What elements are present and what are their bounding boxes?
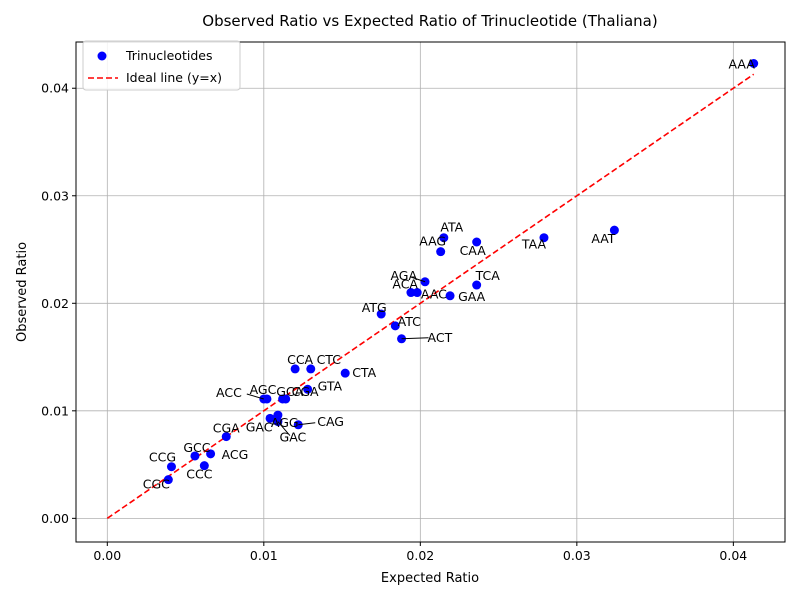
points-group [163, 59, 759, 485]
point-label: GCA [276, 384, 303, 399]
data-point [376, 309, 386, 319]
point-label: AGG [271, 415, 299, 430]
data-point [539, 233, 549, 243]
y-tick-label: 0.01 [41, 403, 69, 418]
point-label: AAT [591, 231, 615, 246]
y-axis-label: Observed Ratio [15, 242, 30, 342]
point-label: ACT [428, 330, 453, 345]
point-label: GTA [318, 378, 343, 393]
label-leader-line [298, 422, 316, 426]
point-label: ATG [362, 300, 387, 315]
point-label: ATC [398, 314, 421, 329]
data-point [262, 394, 272, 404]
point-label: ACG [222, 447, 249, 462]
label-leader-line [409, 276, 426, 283]
data-point [306, 364, 316, 374]
legend-label-points: Trinucleotides [125, 48, 212, 63]
point-label: AGC [250, 382, 277, 397]
legend: Trinucleotides Ideal line (y=x) [82, 40, 241, 91]
data-point [412, 288, 422, 298]
data-point [190, 451, 200, 461]
point-label: ATA [440, 220, 463, 235]
data-point [163, 475, 173, 485]
data-point [472, 280, 482, 290]
data-point [281, 394, 291, 404]
point-label: AAG [419, 234, 446, 249]
x-tick-label: 0.01 [250, 548, 278, 563]
x-axis-ticks: 0.00 0.01 0.02 0.03 0.04 [93, 542, 747, 563]
point-label: CTC [317, 352, 342, 367]
point-label: CCG [149, 450, 176, 465]
data-point [436, 247, 446, 257]
legend-marker-points [97, 51, 107, 61]
point-label: CGC [143, 477, 170, 492]
point-label: GAA [458, 289, 486, 304]
data-point [340, 368, 350, 378]
y-tick-label: 0.02 [41, 296, 69, 311]
data-point [166, 462, 176, 472]
y-tick-label: 0.00 [41, 511, 69, 526]
ideal-line-group [106, 73, 755, 520]
point-label: CCC [186, 467, 212, 482]
point-label: TCA [475, 268, 501, 283]
data-point [290, 364, 300, 374]
x-axis-label: Expected Ratio [381, 571, 479, 586]
point-label: CTA [352, 365, 376, 380]
data-point [609, 225, 619, 235]
data-point [445, 291, 455, 301]
data-point [749, 59, 759, 69]
point-label: GAC [280, 430, 307, 445]
label-leader-line [246, 393, 264, 400]
legend-label-ideal-line: Ideal line (y=x) [126, 70, 222, 85]
legend-box [82, 40, 241, 91]
chart-title: Observed Ratio vs Expected Ratio of Trin… [202, 12, 657, 30]
label-leader-line [277, 421, 291, 436]
data-point [406, 288, 416, 298]
x-tick-label: 0.02 [406, 548, 434, 563]
point-label: CCA [287, 352, 313, 367]
data-point [265, 413, 275, 423]
data-point [199, 461, 209, 471]
data-point [273, 410, 283, 420]
data-point [221, 432, 231, 442]
ideal-line [106, 73, 755, 520]
y-axis-ticks: 0.00 0.01 0.02 0.03 0.04 [41, 81, 76, 526]
point-label: TAA [521, 237, 547, 252]
point-label: CGA [213, 421, 240, 436]
data-point [472, 237, 482, 247]
y-tick-label: 0.03 [41, 188, 69, 203]
x-tick-label: 0.03 [563, 548, 591, 563]
point-label: GAC [246, 419, 273, 434]
label-leader-line [401, 337, 429, 340]
data-point [303, 384, 313, 394]
point-label: CAG [317, 414, 344, 429]
point-label: AAC [421, 287, 447, 302]
x-tick-label: 0.00 [93, 548, 121, 563]
point-label: AGA [390, 268, 417, 283]
point-label: AAA [729, 57, 756, 72]
point-label: CAA [460, 243, 487, 258]
y-tick-label: 0.04 [41, 81, 69, 96]
plot-frame [75, 41, 786, 543]
data-point [390, 321, 400, 331]
point-label: ACC [216, 385, 242, 400]
data-point [206, 449, 216, 459]
x-tick-label: 0.04 [719, 548, 747, 563]
data-point [439, 233, 449, 243]
point-label: CGA [292, 384, 319, 399]
point-label: GCC [183, 440, 210, 455]
point-label: ACA [392, 277, 418, 292]
label-leader-lines [246, 276, 429, 436]
